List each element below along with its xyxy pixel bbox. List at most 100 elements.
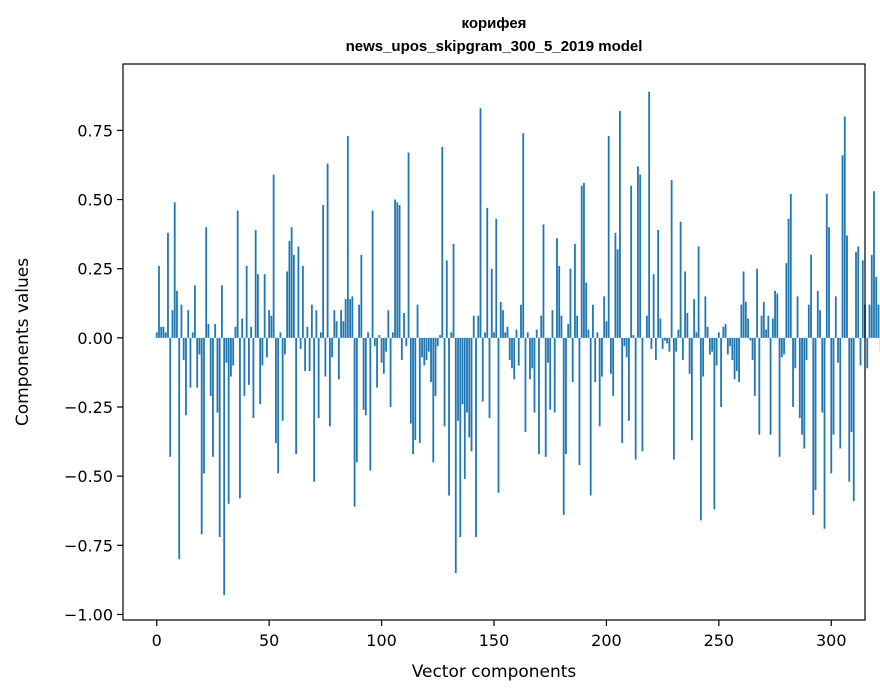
bar: [625, 337, 628, 358]
bar: [825, 194, 828, 338]
bar: [695, 332, 698, 338]
bar: [389, 337, 392, 408]
bar: [448, 337, 450, 496]
bar: [866, 337, 869, 369]
bar: [225, 337, 228, 363]
bar: [200, 337, 203, 535]
bar: [697, 246, 700, 338]
bar: [452, 243, 455, 338]
bar: [322, 205, 325, 338]
bar: [391, 332, 394, 338]
bar: [277, 337, 280, 474]
bar: [209, 337, 212, 396]
bar: [495, 218, 498, 338]
bar: [475, 337, 477, 538]
bar: [387, 310, 390, 338]
bar: [463, 337, 466, 479]
bar: [223, 337, 226, 596]
bar: [439, 335, 441, 338]
bar: [290, 227, 293, 338]
bar: [657, 229, 660, 338]
bar: [587, 329, 590, 338]
bar: [801, 337, 803, 435]
y-tick-label: −0.50: [64, 467, 113, 486]
bar: [261, 337, 264, 366]
bar: [425, 337, 428, 360]
bar: [688, 337, 691, 374]
bar: [830, 337, 833, 474]
bar: [774, 290, 776, 338]
bar: [580, 185, 583, 338]
bar: [191, 332, 194, 338]
bar: [758, 337, 761, 435]
bar: [798, 337, 801, 419]
bar: [538, 337, 540, 455]
bar: [432, 337, 435, 463]
bar: [427, 337, 430, 352]
bar: [295, 337, 298, 455]
bar: [171, 310, 174, 338]
bar: [841, 155, 844, 338]
bar: [214, 324, 217, 338]
bar: [778, 337, 781, 457]
bar: [407, 152, 410, 338]
bar: [155, 332, 158, 338]
bar: [544, 337, 547, 457]
bar: [241, 318, 244, 338]
bar: [182, 337, 185, 360]
bar: [286, 271, 289, 338]
bar: [205, 227, 208, 338]
bar: [738, 337, 740, 383]
bar: [735, 337, 738, 372]
bar: [583, 182, 585, 338]
bar: [245, 265, 248, 338]
bar: [212, 337, 214, 457]
bar: [547, 337, 549, 363]
bar: [612, 337, 615, 396]
bar: [396, 202, 399, 338]
bar: [169, 337, 172, 457]
bar: [569, 268, 572, 338]
bar: [814, 337, 817, 490]
bar: [358, 304, 360, 338]
x-tick-label: 50: [259, 631, 279, 650]
bar: [362, 337, 365, 410]
bar: [335, 321, 338, 338]
bar: [610, 337, 612, 374]
y-tick-label: 0.00: [77, 329, 113, 348]
bar: [632, 335, 635, 338]
x-tick-label: 150: [479, 631, 510, 650]
bar: [787, 218, 790, 338]
bar: [266, 337, 268, 358]
y-axis: −1.00 −0.75 −0.50 −0.25 0.00 0.25 0.50 0.75: [64, 121, 123, 624]
bar: [699, 337, 702, 521]
bar: [690, 337, 693, 441]
bar: [769, 337, 772, 435]
bar: [441, 146, 444, 338]
bar: [369, 337, 372, 471]
bar: [484, 332, 486, 338]
bar: [239, 337, 241, 499]
bar: [767, 315, 770, 338]
bar: [875, 276, 878, 338]
bar: [616, 249, 619, 338]
bar: [378, 335, 381, 338]
bar: [578, 337, 581, 466]
bar: [857, 246, 860, 338]
bar: [167, 232, 169, 338]
bar: [639, 174, 642, 338]
bar: [257, 274, 259, 338]
bars: [155, 91, 880, 596]
bar: [576, 315, 579, 338]
bar: [744, 301, 747, 338]
bar: [158, 265, 160, 338]
x-tick-label: 200: [591, 631, 622, 650]
bar: [306, 326, 309, 338]
bar: [477, 315, 480, 338]
bar: [430, 337, 432, 383]
bar: [585, 282, 588, 338]
bar: [560, 315, 563, 338]
bar: [747, 318, 749, 338]
bar: [870, 254, 873, 338]
